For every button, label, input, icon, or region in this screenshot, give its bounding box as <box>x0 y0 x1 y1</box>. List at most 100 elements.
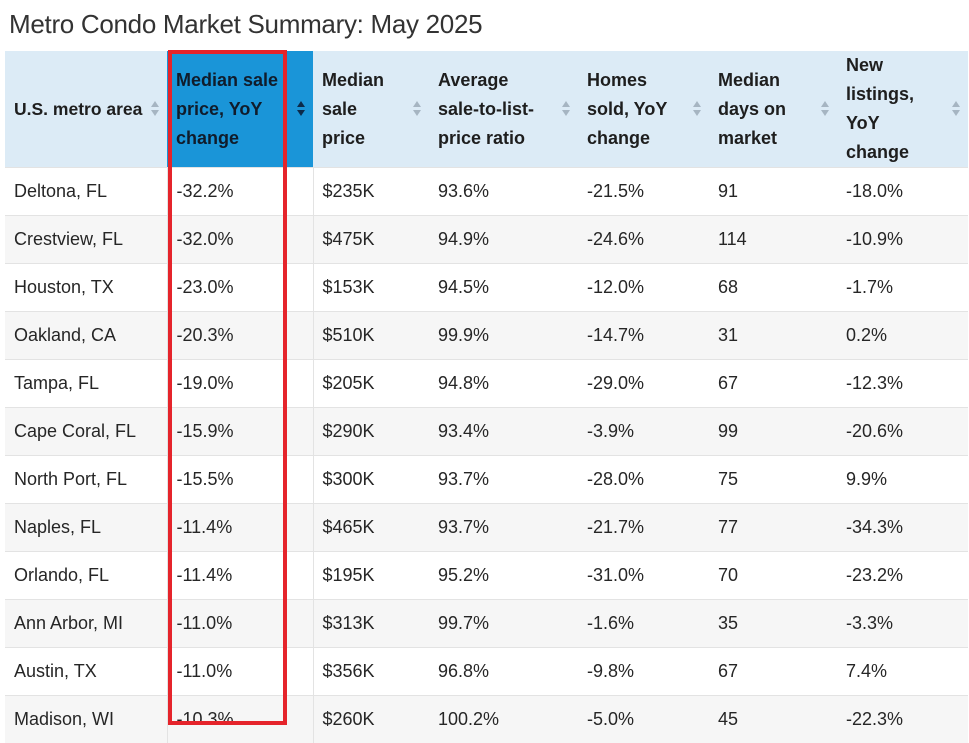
table-row: Madison, WI -10.3% $260K 100.2% -5.0% 45… <box>5 696 968 743</box>
table-row: Houston, TX -23.0% $153K 94.5% -12.0% 68… <box>5 264 968 312</box>
homes-sold-yoy-cell: -1.6% <box>578 600 709 648</box>
column-header-median-days-on-market[interactable]: Median days on market <box>709 51 837 168</box>
median-sale-price-yoy-cell: -11.4% <box>167 504 313 552</box>
median-sale-price-yoy-cell: -11.0% <box>167 600 313 648</box>
median-sale-price-yoy-cell: -11.4% <box>167 552 313 600</box>
sort-arrows-icon[interactable] <box>952 98 960 120</box>
median-sale-price-yoy-cell: -15.5% <box>167 456 313 504</box>
metro-area-cell: Madison, WI <box>5 696 167 743</box>
table-row: Cape Coral, FL -15.9% $290K 93.4% -3.9% … <box>5 408 968 456</box>
median-sale-price-cell: $465K <box>313 504 429 552</box>
median-days-on-market-cell: 31 <box>709 312 837 360</box>
sort-arrows-icon[interactable] <box>562 98 570 120</box>
metro-area-cell: North Port, FL <box>5 456 167 504</box>
column-header-median-sale-price-yoy[interactable]: Median sale price, YoY change <box>167 51 313 168</box>
median-sale-price-cell: $235K <box>313 168 429 216</box>
median-sale-price-yoy-cell: -23.0% <box>167 264 313 312</box>
median-sale-price-cell: $195K <box>313 552 429 600</box>
column-header-sale-to-list-ratio[interactable]: Average sale-to-list-price ratio <box>429 51 578 168</box>
metro-area-cell: Ann Arbor, MI <box>5 600 167 648</box>
median-sale-price-yoy-cell: -11.0% <box>167 648 313 696</box>
median-sale-price-yoy-cell: -10.3% <box>167 696 313 743</box>
homes-sold-yoy-cell: -21.5% <box>578 168 709 216</box>
metro-area-cell: Austin, TX <box>5 648 167 696</box>
median-sale-price-cell: $300K <box>313 456 429 504</box>
metro-area-cell: Tampa, FL <box>5 360 167 408</box>
new-listings-yoy-cell: -3.3% <box>837 600 968 648</box>
column-header-metro-area[interactable]: U.S. metro area <box>5 51 167 168</box>
table-row: Naples, FL -11.4% $465K 93.7% -21.7% 77 … <box>5 504 968 552</box>
sort-arrows-icon[interactable] <box>821 98 829 120</box>
metro-area-cell: Naples, FL <box>5 504 167 552</box>
sort-arrows-icon[interactable] <box>297 98 305 120</box>
sale-to-list-ratio-cell: 94.5% <box>429 264 578 312</box>
median-sale-price-yoy-cell: -15.9% <box>167 408 313 456</box>
homes-sold-yoy-cell: -29.0% <box>578 360 709 408</box>
column-header-new-listings-yoy[interactable]: New listings, YoY change <box>837 51 968 168</box>
median-sale-price-cell: $510K <box>313 312 429 360</box>
median-sale-price-cell: $313K <box>313 600 429 648</box>
new-listings-yoy-cell: -18.0% <box>837 168 968 216</box>
median-days-on-market-cell: 70 <box>709 552 837 600</box>
median-days-on-market-cell: 45 <box>709 696 837 743</box>
median-sale-price-yoy-cell: -32.0% <box>167 216 313 264</box>
sale-to-list-ratio-cell: 93.7% <box>429 456 578 504</box>
table-row: Ann Arbor, MI -11.0% $313K 99.7% -1.6% 3… <box>5 600 968 648</box>
table-row: Crestview, FL -32.0% $475K 94.9% -24.6% … <box>5 216 968 264</box>
table-row: Deltona, FL -32.2% $235K 93.6% -21.5% 91… <box>5 168 968 216</box>
median-sale-price-cell: $290K <box>313 408 429 456</box>
page-title: Metro Condo Market Summary: May 2025 <box>9 6 482 42</box>
homes-sold-yoy-cell: -21.7% <box>578 504 709 552</box>
column-header-median-sale-price[interactable]: Median sale price <box>313 51 429 168</box>
sale-to-list-ratio-cell: 94.9% <box>429 216 578 264</box>
median-days-on-market-cell: 91 <box>709 168 837 216</box>
sale-to-list-ratio-cell: 99.7% <box>429 600 578 648</box>
metro-area-cell: Crestview, FL <box>5 216 167 264</box>
column-header-homes-sold-yoy[interactable]: Homes sold, YoY change <box>578 51 709 168</box>
new-listings-yoy-cell: -10.9% <box>837 216 968 264</box>
median-sale-price-cell: $475K <box>313 216 429 264</box>
table-row: North Port, FL -15.5% $300K 93.7% -28.0%… <box>5 456 968 504</box>
homes-sold-yoy-cell: -12.0% <box>578 264 709 312</box>
median-sale-price-cell: $356K <box>313 648 429 696</box>
median-days-on-market-cell: 35 <box>709 600 837 648</box>
column-header-label: Median days on market <box>718 66 837 153</box>
median-sale-price-yoy-cell: -20.3% <box>167 312 313 360</box>
market-summary-table: U.S. metro area Median sale price, YoY c… <box>5 51 968 743</box>
table-row: Austin, TX -11.0% $356K 96.8% -9.8% 67 7… <box>5 648 968 696</box>
metro-area-cell: Oakland, CA <box>5 312 167 360</box>
table-row: Oakland, CA -20.3% $510K 99.9% -14.7% 31… <box>5 312 968 360</box>
median-days-on-market-cell: 67 <box>709 648 837 696</box>
median-sale-price-yoy-cell: -19.0% <box>167 360 313 408</box>
sort-arrows-icon[interactable] <box>413 98 421 120</box>
sale-to-list-ratio-cell: 93.6% <box>429 168 578 216</box>
new-listings-yoy-cell: 0.2% <box>837 312 968 360</box>
median-days-on-market-cell: 77 <box>709 504 837 552</box>
new-listings-yoy-cell: -23.2% <box>837 552 968 600</box>
homes-sold-yoy-cell: -24.6% <box>578 216 709 264</box>
sort-arrows-icon[interactable] <box>693 98 701 120</box>
sale-to-list-ratio-cell: 93.4% <box>429 408 578 456</box>
metro-area-cell: Cape Coral, FL <box>5 408 167 456</box>
median-days-on-market-cell: 114 <box>709 216 837 264</box>
new-listings-yoy-cell: -20.6% <box>837 408 968 456</box>
new-listings-yoy-cell: -34.3% <box>837 504 968 552</box>
sort-arrows-icon[interactable] <box>151 98 159 120</box>
sale-to-list-ratio-cell: 96.8% <box>429 648 578 696</box>
median-days-on-market-cell: 75 <box>709 456 837 504</box>
median-days-on-market-cell: 99 <box>709 408 837 456</box>
table-row: Orlando, FL -11.4% $195K 95.2% -31.0% 70… <box>5 552 968 600</box>
column-header-label: New listings, YoY change <box>846 51 968 167</box>
sale-to-list-ratio-cell: 94.8% <box>429 360 578 408</box>
median-sale-price-cell: $153K <box>313 264 429 312</box>
metro-area-cell: Deltona, FL <box>5 168 167 216</box>
median-days-on-market-cell: 68 <box>709 264 837 312</box>
metro-area-cell: Houston, TX <box>5 264 167 312</box>
column-header-label: Median sale price, YoY change <box>176 66 313 153</box>
new-listings-yoy-cell: -1.7% <box>837 264 968 312</box>
homes-sold-yoy-cell: -9.8% <box>578 648 709 696</box>
column-header-label: Average sale-to-list-price ratio <box>438 66 578 153</box>
median-days-on-market-cell: 67 <box>709 360 837 408</box>
median-sale-price-yoy-cell: -32.2% <box>167 168 313 216</box>
column-header-label: Homes sold, YoY change <box>587 66 709 153</box>
